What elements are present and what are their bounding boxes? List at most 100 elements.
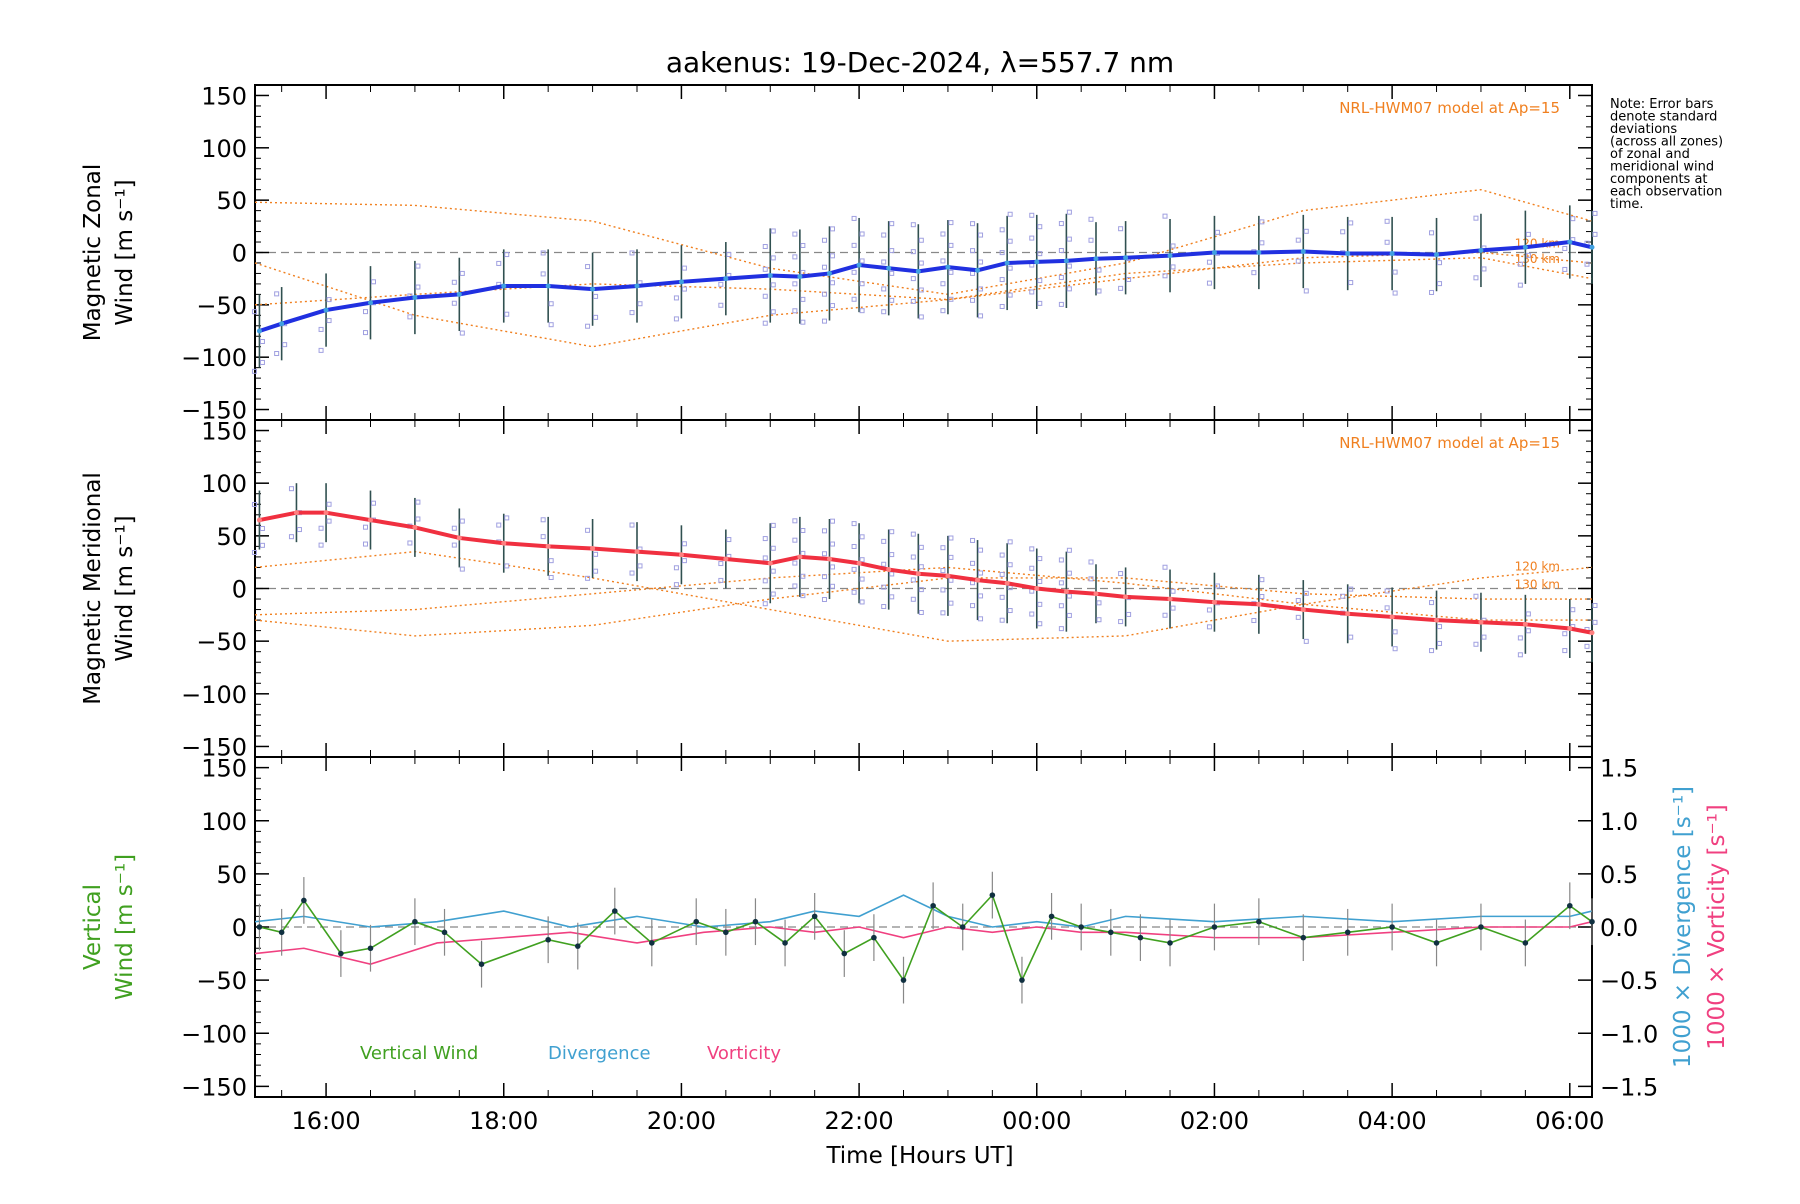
scatter-point [326,318,332,324]
scatter-point [415,263,421,269]
wind-point [1093,591,1099,597]
scatter-point [770,545,776,551]
scatter-point [1058,274,1064,280]
y-tick-label: 0 [232,576,247,604]
scatter-point [948,269,954,275]
y-right-tick-label: 0.5 [1600,861,1638,889]
scatter-point [1170,605,1176,611]
scatter-point [1259,240,1265,246]
scatter-point [1384,605,1390,611]
scatter-point [362,524,368,530]
scatter-point [918,237,924,243]
scatter-point [629,570,635,576]
scatter-point [948,554,954,560]
scatter-point [1437,624,1443,630]
scatter-point [859,258,865,264]
scatter-point [889,270,895,276]
scatter-point [593,568,599,574]
scatter-point [881,259,887,265]
legend-entry: Divergence [548,1043,651,1064]
vertical-wind-point [574,943,581,949]
scatter-point [999,303,1005,309]
scatter-point [259,525,265,531]
vertical-wind-point [1167,940,1173,946]
wind-point [1434,252,1440,258]
scatter-point [1037,224,1043,230]
wind-point [1123,255,1129,261]
scatter-point [1392,290,1398,296]
scatter-point [1037,278,1043,284]
scatter-point [1517,635,1523,641]
wind-point [1589,244,1595,250]
legend-entry: Vorticity [707,1043,781,1064]
scatter-point [851,566,857,572]
wind-point [1300,248,1306,254]
scatter-point [362,309,368,315]
wind-point [856,560,862,566]
altitude-label: 130 km [1515,578,1560,592]
scatter-point [940,587,946,593]
scatter-point [770,228,776,234]
scatter-point [1348,220,1354,226]
scatter-point [1126,611,1132,617]
scatter-point [762,536,768,542]
y-tick-label: 50 [216,523,247,551]
vertical-wind-point [412,918,418,925]
scatter-point [918,260,924,266]
scatter-point [910,596,916,602]
scatter-point [259,542,265,548]
scatter-point [821,574,827,580]
scatter-point [889,552,895,558]
scatter-point [1517,282,1523,288]
vertical-wind-point [1078,924,1084,930]
scatter-point [726,537,732,543]
vertical-wind-point [1344,929,1351,936]
scatter-point [673,295,679,301]
scatter-point [451,300,457,306]
scatter-point [821,318,827,324]
scatter-point [1392,269,1398,275]
scatter-point [318,326,324,332]
scatter-point [718,561,724,567]
wind-point [1522,244,1528,250]
scatter-point [1007,211,1013,217]
scatter-point [1295,237,1301,243]
scatter-point [274,291,280,297]
scatter-point [940,545,946,551]
scatter-point [259,338,265,344]
scatter-point [1340,593,1346,599]
y-axis-label: Magnetic Meridional [80,472,106,705]
scatter-point [1473,215,1479,221]
y-right-tick-label: 0.0 [1600,914,1638,942]
scatter-point [978,259,984,265]
scatter-point [910,276,916,282]
panel-1: −150 −100 −50 0 50 100 150 Magnetic Zonal Wind [… [80,82,1598,425]
note-line: each observation [1610,185,1722,200]
scatter-point [762,244,768,250]
scatter-point [1525,231,1531,237]
scatter-point [451,542,457,548]
scatter-point [821,551,827,557]
wind-point [1478,247,1484,253]
scatter-point [851,543,857,549]
scatter-point [918,287,924,293]
scatter-point [1118,226,1124,232]
scatter-point [999,594,1005,600]
scatter-point [548,301,554,307]
scatter-point [851,242,857,248]
scatter-point [1066,547,1072,553]
scatter-point [274,351,280,357]
scatter-point [326,297,332,303]
scatter-point [948,220,954,226]
wind-point [856,262,862,268]
scatter-point [800,573,806,579]
wind-point [1034,586,1040,591]
wind-point [975,267,981,273]
vertical-wind-point [841,950,848,957]
wind-point [456,291,462,297]
wind-point [1389,614,1395,620]
x-tick-label: 02:00 [1180,1107,1249,1135]
wind-point [767,273,773,279]
